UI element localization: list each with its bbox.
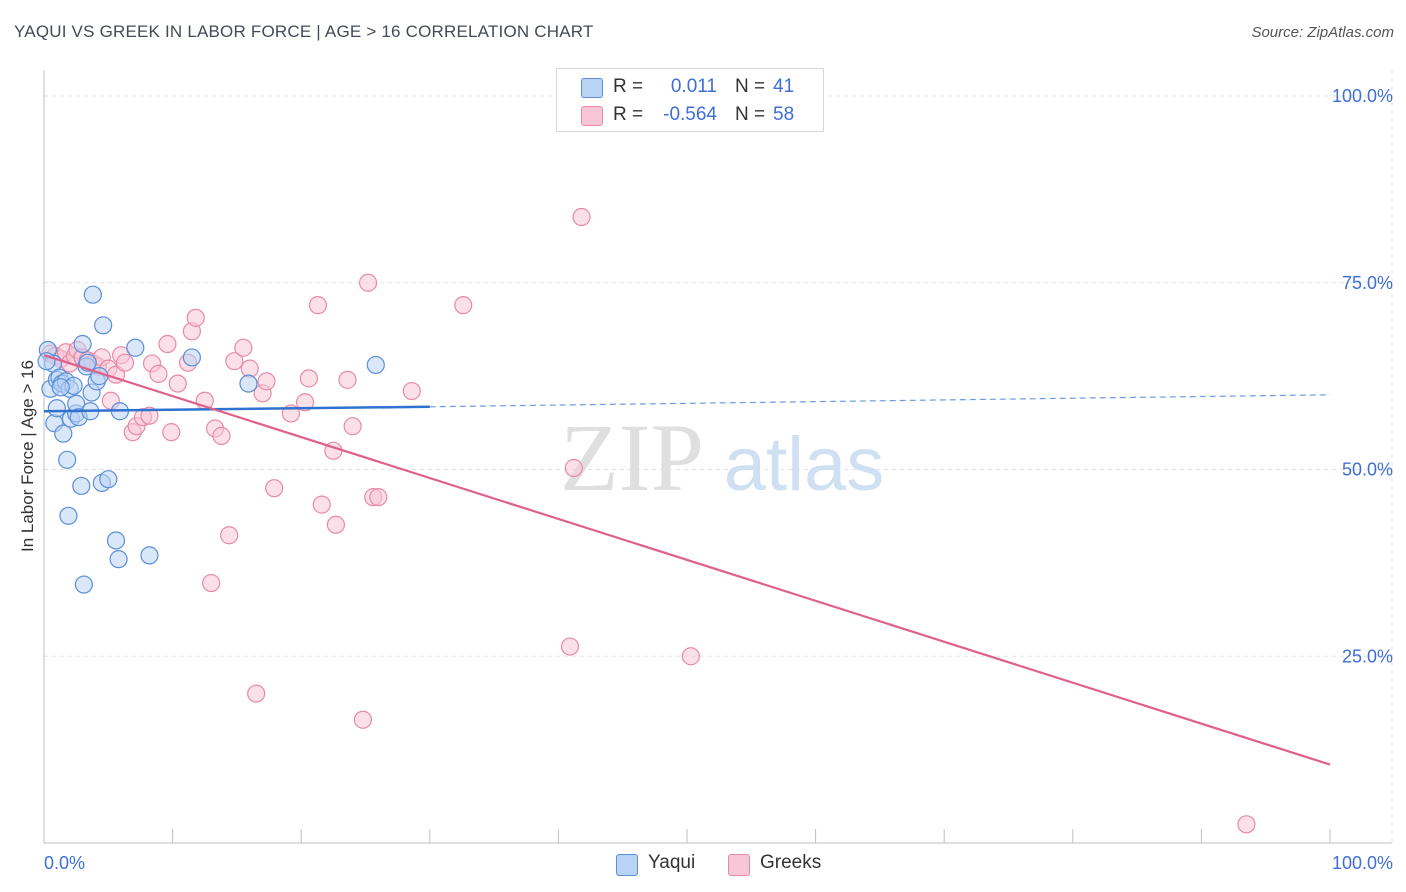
greeks-point [326, 515, 346, 534]
legend-row-yaqui: R = 0.011 N = 41 [557, 73, 823, 101]
greeks-point [186, 308, 205, 327]
bottom-legend-label-greeks: Greeks [760, 852, 822, 873]
y-tick-label: 25.0% [1342, 646, 1393, 666]
bottom-legend-swatch-greeks [728, 854, 750, 876]
greeks-point [202, 573, 221, 593]
yaqui-trend-extension [429, 394, 1331, 408]
yaqui-point [54, 424, 73, 443]
correlation-legend: R = 0.011 N = 41 R = -0.564 N = 58 [556, 68, 824, 132]
greeks-point [338, 370, 357, 389]
greeks-point [560, 637, 580, 656]
legend-swatch-greeks [581, 106, 603, 126]
yaqui-point [239, 374, 258, 393]
greeks-point [257, 372, 276, 391]
greeks-point [681, 647, 700, 666]
bottom-legend-swatch-yaqui [616, 854, 638, 876]
greeks-point [247, 684, 266, 703]
legend-r-value: 0.011 [670, 76, 717, 97]
yaqui-point [109, 550, 128, 569]
greeks-point [168, 374, 187, 393]
greeks-point [234, 338, 253, 357]
yaqui-point [99, 470, 118, 489]
yaqui-point [366, 355, 385, 375]
greeks-point [308, 296, 328, 315]
greeks-point [149, 364, 168, 383]
yaqui-point [94, 316, 113, 335]
greeks-point [220, 526, 239, 545]
greeks-trend-line [43, 354, 1331, 766]
yaqui-point [83, 285, 102, 304]
yaqui-point [106, 531, 126, 550]
watermark: ZIP atlas [560, 404, 884, 511]
yaqui-point [74, 575, 93, 594]
legend-n-value: 58 [773, 104, 795, 125]
legend-n-value: 41 [773, 76, 795, 97]
yaqui-point [182, 348, 201, 367]
greeks-point [225, 352, 244, 371]
greeks-point [369, 488, 388, 507]
yaqui-point [51, 378, 70, 397]
greeks-point [353, 710, 373, 729]
legend-row-greeks: R = -0.564 N = 58 [557, 101, 823, 129]
yaqui-point [140, 546, 159, 565]
greeks-point [572, 207, 591, 227]
legend-r-value: -0.564 [663, 104, 717, 125]
y-tick-label: 100.0% [1332, 86, 1393, 106]
greeks-point [1237, 815, 1256, 834]
chart-title: YAQUI VS GREEK IN LABOR FORCE | AGE > 16… [14, 22, 594, 41]
x-tick-label: 0.0% [44, 853, 85, 873]
legend-n-label: N = [735, 104, 766, 125]
greeks-point [454, 296, 473, 315]
yaqui-point [72, 476, 91, 496]
yaqui-point [59, 506, 78, 525]
greeks-points [41, 207, 1256, 834]
greeks-point [140, 406, 159, 425]
greeks-point [212, 426, 231, 445]
yaqui-point [58, 450, 77, 469]
legend-n-label: N = [735, 76, 766, 97]
bottom-legend-label-yaqui: Yaqui [648, 852, 696, 873]
greeks-point [299, 369, 319, 388]
y-tick-label: 50.0% [1342, 460, 1393, 480]
greeks-point [295, 393, 315, 412]
greeks-point [158, 334, 177, 354]
greeks-point [265, 479, 284, 498]
watermark-zip: ZIP [560, 404, 704, 511]
tick-labels: 25.0% 50.0% 75.0% 100.0% 0.0% 100.0% [44, 86, 1393, 873]
yaqui-point [73, 334, 92, 354]
source-label: Source: ZipAtlas.com [1251, 24, 1394, 41]
watermark-atlas: atlas [724, 422, 885, 507]
trend-lines [43, 354, 1331, 766]
yaqui-trend-line [43, 405, 430, 413]
yaqui-point [126, 338, 145, 357]
greeks-point [312, 495, 331, 514]
greeks-point [343, 417, 362, 436]
y-tick-label: 75.0% [1342, 273, 1393, 293]
legend-r-label: R = [613, 76, 644, 97]
legend-r-label: R = [613, 104, 644, 125]
x-tick-label: 100.0% [1332, 853, 1393, 873]
greeks-point [402, 381, 421, 401]
axes [43, 70, 1392, 844]
greeks-point [358, 273, 378, 292]
greeks-point [115, 353, 135, 372]
yaqui-points [37, 285, 385, 594]
greeks-point [564, 458, 583, 478]
yaqui-point [47, 399, 66, 418]
greeks-point [162, 423, 181, 442]
legend-swatch-yaqui [581, 78, 603, 98]
gridlines [44, 70, 1393, 843]
